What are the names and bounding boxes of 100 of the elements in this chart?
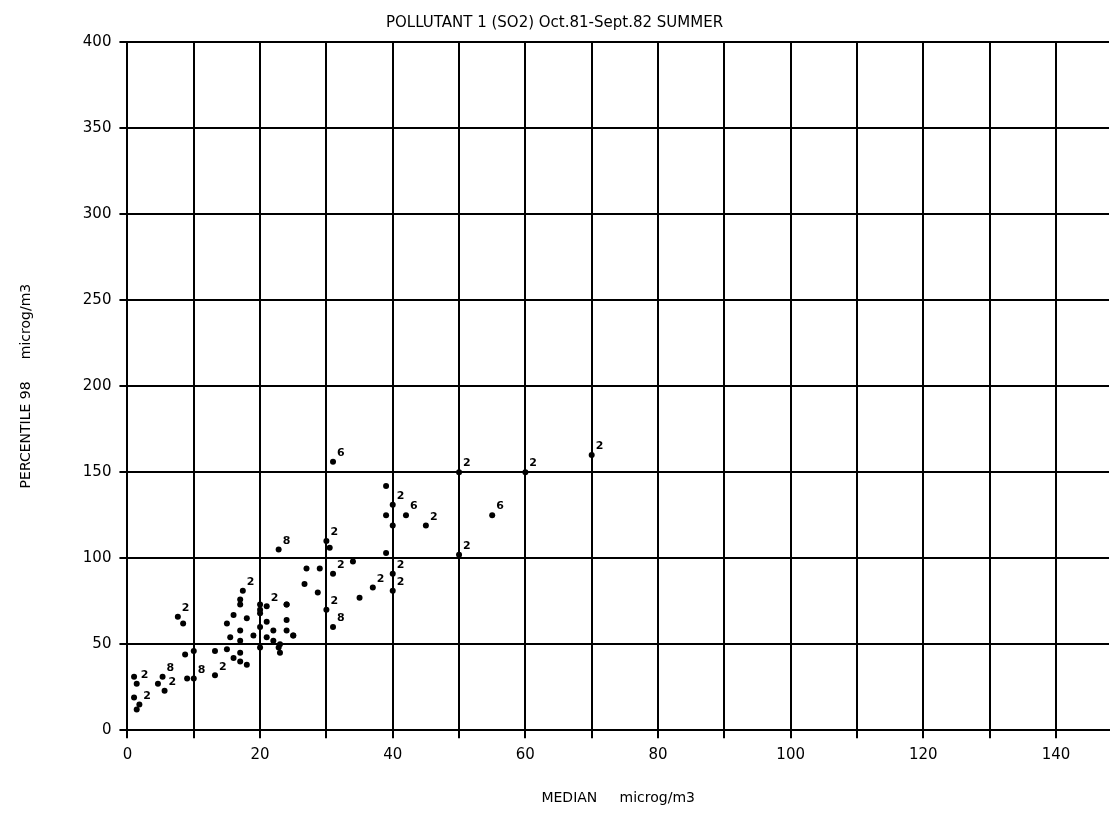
series-label: 2 bbox=[396, 575, 405, 589]
point bbox=[237, 601, 244, 608]
point bbox=[237, 658, 244, 665]
x-tick-label: 100 bbox=[776, 745, 805, 764]
point bbox=[389, 522, 396, 529]
point bbox=[270, 637, 277, 644]
text: 6 bbox=[337, 446, 345, 460]
point bbox=[383, 512, 390, 519]
point bbox=[389, 570, 396, 577]
point bbox=[180, 620, 187, 627]
point bbox=[174, 613, 181, 620]
text: 2 bbox=[181, 601, 190, 615]
text: 2 bbox=[218, 659, 227, 673]
y-axis-title: PERCENTILE 98 microg/m3 bbox=[17, 283, 34, 489]
point bbox=[131, 694, 138, 701]
point bbox=[184, 675, 191, 682]
point bbox=[211, 672, 218, 679]
point bbox=[257, 606, 264, 613]
point bbox=[239, 587, 246, 594]
point bbox=[303, 565, 310, 572]
point bbox=[211, 648, 218, 655]
point bbox=[237, 649, 244, 656]
text: 2 bbox=[140, 668, 149, 682]
point bbox=[154, 680, 161, 687]
point bbox=[190, 648, 197, 655]
text: 2 bbox=[396, 489, 405, 503]
text: 2 bbox=[270, 590, 279, 604]
point bbox=[257, 623, 264, 630]
text: 2 bbox=[246, 575, 255, 589]
point bbox=[230, 611, 237, 618]
point bbox=[349, 558, 356, 565]
point bbox=[330, 623, 337, 630]
text: 2 bbox=[429, 509, 438, 523]
y-tick-label: 150 bbox=[82, 462, 112, 481]
point bbox=[316, 565, 323, 572]
point bbox=[237, 637, 244, 644]
point bbox=[190, 675, 197, 682]
x-tick-label: 80 bbox=[648, 745, 668, 764]
point bbox=[326, 544, 333, 551]
text: 2 bbox=[396, 557, 405, 571]
point bbox=[223, 620, 230, 627]
y-tick-label: 400 bbox=[82, 31, 112, 50]
y-tick-label: 350 bbox=[82, 117, 112, 136]
point bbox=[263, 618, 270, 625]
text: 2 bbox=[330, 594, 339, 608]
text: 8 bbox=[197, 662, 206, 676]
point bbox=[489, 512, 496, 519]
point bbox=[250, 632, 257, 639]
point bbox=[263, 603, 270, 610]
series-label: 8 bbox=[337, 611, 345, 625]
text: 2 bbox=[529, 456, 538, 470]
y-tick-label: 200 bbox=[82, 375, 112, 394]
x-tick-label: 0 bbox=[122, 745, 133, 764]
point bbox=[237, 596, 244, 603]
point bbox=[182, 651, 189, 658]
point bbox=[314, 589, 321, 596]
text: 2 bbox=[330, 525, 339, 539]
point bbox=[223, 646, 230, 653]
y-tick-label: 0 bbox=[101, 720, 112, 739]
point bbox=[270, 627, 277, 634]
x-tick-label: 120 bbox=[908, 745, 938, 764]
point bbox=[369, 584, 376, 591]
text: 2 bbox=[143, 688, 152, 702]
point bbox=[301, 580, 308, 587]
point bbox=[456, 469, 463, 476]
point bbox=[330, 570, 337, 577]
point bbox=[263, 634, 270, 641]
point bbox=[275, 546, 282, 553]
point bbox=[237, 627, 244, 634]
x-tick-label: 40 bbox=[383, 745, 403, 764]
point bbox=[283, 627, 290, 634]
point bbox=[276, 649, 283, 656]
x-tick-label: 60 bbox=[515, 745, 535, 764]
text: 2 bbox=[463, 456, 471, 470]
point bbox=[323, 606, 330, 613]
text: 8 bbox=[282, 533, 291, 547]
x-tick-label: 140 bbox=[1041, 745, 1071, 764]
point bbox=[383, 549, 390, 556]
text: 2 bbox=[168, 674, 177, 688]
point bbox=[243, 661, 250, 668]
text: 8 bbox=[166, 661, 175, 675]
point bbox=[422, 522, 429, 529]
point bbox=[131, 673, 138, 680]
y-tick-label: 300 bbox=[82, 203, 112, 222]
point bbox=[389, 587, 396, 594]
series-label: 6 bbox=[409, 499, 418, 513]
point bbox=[283, 617, 290, 624]
text: 2 bbox=[595, 439, 604, 453]
point bbox=[243, 615, 250, 622]
point bbox=[133, 706, 140, 713]
point bbox=[356, 594, 363, 601]
x-tick-label: 20 bbox=[250, 745, 270, 764]
point bbox=[588, 451, 595, 458]
x-axis-title: MEDIAN microg/m3 bbox=[541, 789, 695, 806]
point bbox=[227, 634, 234, 641]
point bbox=[456, 551, 463, 558]
point bbox=[522, 469, 529, 476]
text: 2 bbox=[463, 539, 471, 553]
text: 2 bbox=[337, 557, 345, 571]
text: 6 bbox=[496, 499, 504, 513]
